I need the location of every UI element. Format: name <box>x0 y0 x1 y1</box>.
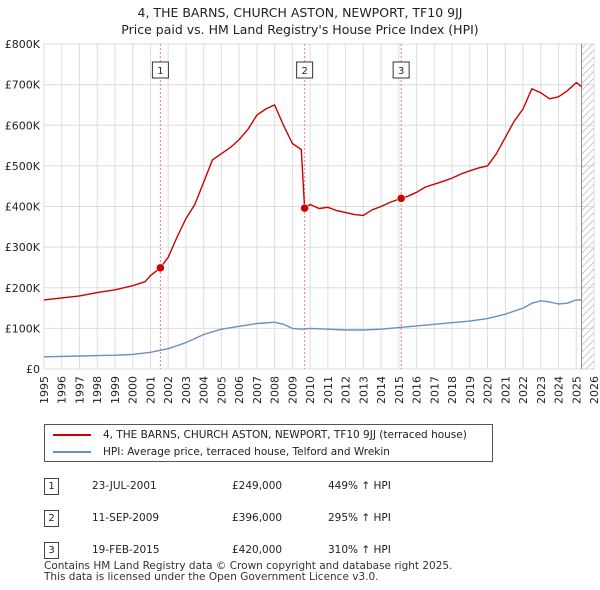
x-tick-label: 2024 <box>553 376 566 404</box>
series-line-hpi <box>43 299 582 358</box>
legend-swatch-property <box>53 434 91 436</box>
footer: Contains HM Land Registry data © Crown c… <box>44 561 452 583</box>
y-tick-label: £400K <box>5 201 41 214</box>
sales-table: 1 23-JUL-2001 £249,000 449% ↑ HPI 2 11-S… <box>44 470 391 566</box>
sale-label-box <box>151 61 169 79</box>
x-tick-label: 2001 <box>144 376 157 404</box>
sale-price: £396,000 <box>232 512 283 524</box>
x-tick-label: 2025 <box>570 376 583 404</box>
x-tick-label: 2011 <box>322 376 335 404</box>
sale-hpi-change: 449% ↑ HPI <box>328 480 391 492</box>
chart-title: 4, THE BARNS, CHURCH ASTON, NEWPORT, TF1… <box>0 4 600 38</box>
x-tick-label: 2022 <box>517 376 530 404</box>
table-row: 3 19-FEB-2015 £420,000 310% ↑ HPI <box>44 534 391 566</box>
y-tick-label: £800K <box>5 38 41 51</box>
x-tick-label: 2021 <box>499 376 512 404</box>
x-tick-label: 2019 <box>464 376 477 404</box>
legend: 4, THE BARNS, CHURCH ASTON, NEWPORT, TF1… <box>44 424 493 462</box>
x-tick-label: 1998 <box>91 376 104 404</box>
future-hatch <box>581 44 594 369</box>
x-tick-label: 2004 <box>198 376 211 404</box>
sale-label-text: 1 <box>157 66 163 77</box>
x-tick-label: 2016 <box>411 376 424 404</box>
x-tick-label: 2020 <box>482 376 495 404</box>
x-tick-label: 2010 <box>304 376 317 404</box>
sale-point <box>156 263 165 273</box>
sale-price: £420,000 <box>232 544 283 556</box>
sale-number-badge: 1 <box>44 477 59 495</box>
title-line-2: Price paid vs. HM Land Registry's House … <box>121 22 479 37</box>
sale-label-box <box>296 61 314 79</box>
sale-number-badge: 2 <box>44 509 59 527</box>
x-tick-label: 2023 <box>535 376 548 404</box>
x-tick-label: 2013 <box>357 376 370 404</box>
x-tick-label: 2018 <box>446 376 459 404</box>
x-tick-label: 1997 <box>73 376 86 404</box>
sale-label-text: 3 <box>398 66 404 77</box>
sale-point <box>396 194 406 203</box>
sale-date: 11-SEP-2009 <box>92 512 160 524</box>
legend-label-hpi: HPI: Average price, terraced house, Telf… <box>103 446 390 458</box>
x-tick-label: 2026 <box>588 376 600 404</box>
legend-swatch-hpi <box>53 451 91 453</box>
legend-item-property: 4, THE BARNS, CHURCH ASTON, NEWPORT, TF1… <box>53 427 467 443</box>
legend-item-hpi: HPI: Average price, terraced house, Telf… <box>53 444 390 460</box>
series-line-property <box>43 81 583 301</box>
x-tick-label: 2003 <box>180 376 193 404</box>
x-tick-label: 2008 <box>269 376 282 404</box>
title-line-1: 4, THE BARNS, CHURCH ASTON, NEWPORT, TF1… <box>137 5 463 20</box>
y-tick-label: £100K <box>5 322 41 335</box>
y-tick-label: £200K <box>5 282 41 295</box>
y-tick-label: £300K <box>5 241 41 254</box>
sale-price: £249,000 <box>232 480 283 492</box>
legend-label-property: 4, THE BARNS, CHURCH ASTON, NEWPORT, TF1… <box>103 429 467 441</box>
footer-licence: This data is licensed under the Open Gov… <box>44 571 379 583</box>
sale-label-text: 2 <box>301 66 307 77</box>
sale-labels: 1 2 3 <box>151 61 410 79</box>
y-tick-label: £500K <box>5 160 41 173</box>
sale-hpi-change: 295% ↑ HPI <box>328 512 391 524</box>
x-tick-label: 2017 <box>428 376 441 404</box>
y-tick-label: £700K <box>5 79 41 92</box>
sale-date: 23-JUL-2001 <box>92 480 157 492</box>
sale-hpi-change: 310% ↑ HPI <box>328 544 391 556</box>
x-tick-label: 2005 <box>215 376 228 404</box>
sale-label-box <box>392 61 410 79</box>
y-tick-label: £0 <box>26 363 40 376</box>
sale-point <box>300 203 309 213</box>
table-row: 1 23-JUL-2001 £249,000 449% ↑ HPI <box>44 470 391 502</box>
hatch-region <box>581 44 594 369</box>
footer-copyright: Contains HM Land Registry data © Crown c… <box>44 560 453 572</box>
x-tick-label: 1996 <box>56 376 69 404</box>
x-tick-label: 2000 <box>127 376 140 404</box>
series-lines <box>43 81 583 358</box>
x-tick-label: 1999 <box>109 376 122 404</box>
x-tick-label: 2012 <box>340 376 353 404</box>
axes: £0 £100K £200K £300K £400K £500K £600K £700K £80… <box>5 38 600 404</box>
sale-date: 19-FEB-2015 <box>92 544 160 556</box>
price-chart: 1 2 3 £0 £100K £200K £300K £400K £500K £600K £700… <box>5 38 600 404</box>
grid <box>43 43 595 370</box>
x-tick-label: 2002 <box>162 376 175 404</box>
x-tick-label: 2014 <box>375 376 388 404</box>
table-row: 2 11-SEP-2009 £396,000 295% ↑ HPI <box>44 502 391 534</box>
sale-points <box>156 194 406 273</box>
x-tick-label: 1995 <box>38 376 51 404</box>
x-tick-label: 2007 <box>251 376 264 404</box>
x-tick-label: 2006 <box>233 376 246 404</box>
x-tick-label: 2009 <box>286 376 299 404</box>
x-tick-label: 2015 <box>393 376 406 404</box>
sale-number-badge: 3 <box>44 541 59 559</box>
y-tick-label: £600K <box>5 119 41 132</box>
